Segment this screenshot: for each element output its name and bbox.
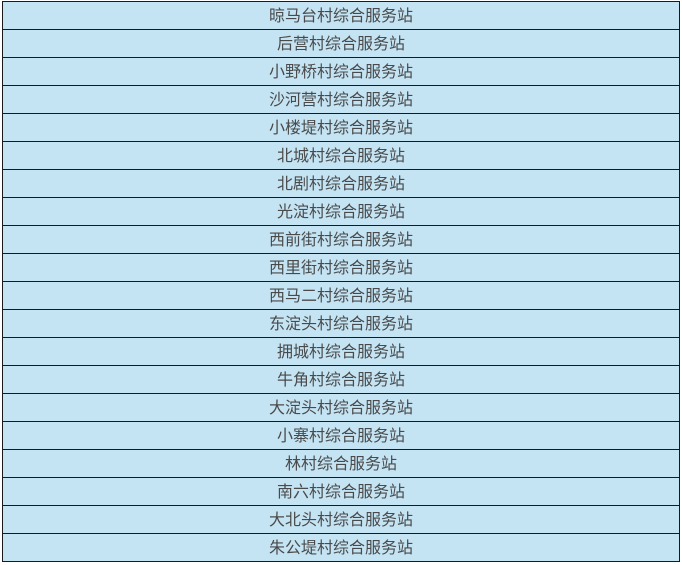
station-name-cell: 牛角村综合服务站 [2,365,680,394]
station-name-cell: 拥城村综合服务站 [2,337,680,366]
table-row: 沙河营村综合服务站 [2,85,680,114]
table-row: 光淀村综合服务站 [2,197,680,226]
station-name-cell: 南六村综合服务站 [2,477,680,506]
station-name-cell: 沙河营村综合服务站 [2,85,680,114]
station-name-cell: 大北头村综合服务站 [2,505,680,534]
table-row: 北城村综合服务站 [2,141,680,170]
station-name-cell: 小野桥村综合服务站 [2,57,680,86]
table-row: 东淀头村综合服务站 [2,309,680,338]
table-row: 大淀头村综合服务站 [2,393,680,422]
station-name-cell: 光淀村综合服务站 [2,197,680,226]
table-row: 北剧村综合服务站 [2,169,680,198]
table-row: 西马二村综合服务站 [2,281,680,310]
table-row: 小野桥村综合服务站 [2,57,680,86]
station-name-cell: 大淀头村综合服务站 [2,393,680,422]
station-name-cell: 西马二村综合服务站 [2,281,680,310]
table-row: 拥城村综合服务站 [2,337,680,366]
table-row: 朱公堤村综合服务站 [2,533,680,562]
station-name-cell: 东淀头村综合服务站 [2,309,680,338]
table-row: 南六村综合服务站 [2,477,680,506]
table-row: 大北头村综合服务站 [2,505,680,534]
station-name-cell: 北城村综合服务站 [2,141,680,170]
table-row: 牛角村综合服务站 [2,365,680,394]
station-name-cell: 小楼堤村综合服务站 [2,113,680,142]
table-row: 小楼堤村综合服务站 [2,113,680,142]
table-row: 小寨村综合服务站 [2,421,680,450]
station-name-cell: 后营村综合服务站 [2,29,680,58]
table-row: 西前街村综合服务站 [2,225,680,254]
station-name-cell: 西里街村综合服务站 [2,253,680,282]
station-name-cell: 朱公堤村综合服务站 [2,533,680,562]
table-row: 林村综合服务站 [2,449,680,478]
table-row: 晾马台村综合服务站 [2,1,680,30]
station-name-cell: 西前街村综合服务站 [2,225,680,254]
station-name-cell: 晾马台村综合服务站 [2,1,680,30]
table-row: 西里街村综合服务站 [2,253,680,282]
station-name-cell: 北剧村综合服务站 [2,169,680,198]
table-row: 后营村综合服务站 [2,29,680,58]
station-name-cell: 小寨村综合服务站 [2,421,680,450]
station-name-cell: 林村综合服务站 [2,449,680,478]
